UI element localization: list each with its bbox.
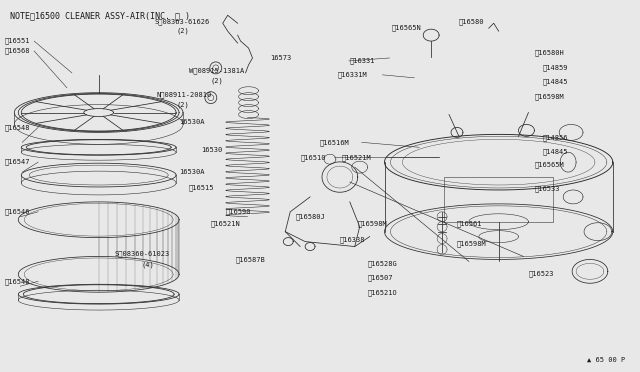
Text: ※14845: ※14845 [542, 148, 568, 155]
Text: ※16523: ※16523 [529, 270, 554, 277]
Text: ※16331M: ※16331M [338, 71, 367, 78]
Text: ※16338: ※16338 [340, 236, 365, 243]
Text: 16530A: 16530A [179, 169, 205, 175]
Text: ※14856: ※14856 [542, 134, 568, 141]
Text: (2): (2) [176, 28, 189, 35]
Text: W〈08915-1381A: W〈08915-1381A [189, 68, 244, 74]
Text: ※16598M: ※16598M [534, 93, 564, 100]
Text: (4): (4) [141, 261, 154, 268]
Text: ※16580J: ※16580J [295, 214, 325, 220]
Text: ※16598M: ※16598M [358, 221, 387, 227]
Text: NOTEㅥ16500 CLEANER ASSY-AIR(INC. ※ ): NOTEㅥ16500 CLEANER ASSY-AIR(INC. ※ ) [10, 11, 190, 20]
Text: ※16568: ※16568 [4, 48, 30, 54]
Text: ※16551: ※16551 [4, 38, 30, 44]
Text: 16530A: 16530A [179, 119, 205, 125]
Text: ▲ 65 00 P: ▲ 65 00 P [588, 357, 626, 363]
Text: ※14845: ※14845 [542, 78, 568, 85]
Text: ※16521N: ※16521N [211, 221, 241, 227]
Text: ※16515: ※16515 [189, 185, 214, 191]
Text: ※16533: ※16533 [534, 186, 560, 192]
Text: ※16580H: ※16580H [534, 50, 564, 56]
Text: S〈08363-61626: S〈08363-61626 [154, 18, 209, 25]
Text: ※16548: ※16548 [4, 278, 30, 285]
Text: ※16580: ※16580 [459, 18, 484, 25]
Text: ※16521O: ※16521O [367, 290, 397, 296]
Text: ※16507: ※16507 [367, 274, 393, 280]
Text: ※16565M: ※16565M [534, 162, 564, 169]
Text: ※16565N: ※16565N [392, 25, 421, 32]
Text: ※16546: ※16546 [4, 208, 30, 215]
Text: ※16510: ※16510 [300, 154, 326, 161]
Text: ※16561: ※16561 [457, 221, 483, 227]
Text: N〈08911-20810: N〈08911-20810 [156, 92, 211, 98]
Text: 16530: 16530 [201, 147, 222, 153]
Text: ※14859: ※14859 [542, 65, 568, 71]
Text: (2): (2) [176, 101, 189, 108]
Text: ※16548: ※16548 [4, 124, 30, 131]
Text: S〈08360-61023: S〈08360-61023 [115, 250, 170, 257]
Text: (2): (2) [211, 77, 223, 84]
Text: ※16528G: ※16528G [367, 260, 397, 267]
Text: ※16587B: ※16587B [236, 256, 266, 263]
Text: 16573: 16573 [270, 55, 292, 61]
Text: ※16547: ※16547 [4, 159, 30, 166]
Text: ※16331: ※16331 [350, 58, 375, 64]
Text: ※16516M: ※16516M [320, 139, 349, 145]
Text: ※16598M: ※16598M [457, 240, 486, 247]
Text: ※16590: ※16590 [226, 208, 252, 215]
Text: ※16521M: ※16521M [342, 154, 372, 161]
